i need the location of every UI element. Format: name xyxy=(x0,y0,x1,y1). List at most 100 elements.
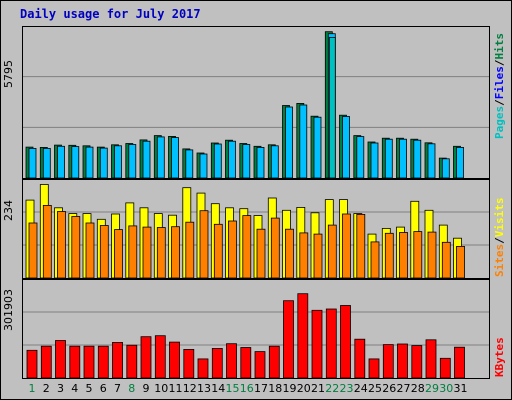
files-bar xyxy=(356,136,365,179)
sites-bar xyxy=(342,213,351,279)
x-tick-label: 14 xyxy=(211,382,226,395)
kbytes-bar xyxy=(325,308,337,379)
chart-title: Daily usage for July 2017 xyxy=(20,7,201,21)
x-tick-label: 15 xyxy=(225,382,240,395)
kbytes-bar xyxy=(197,358,209,379)
files-bar xyxy=(313,116,322,179)
x-tick-label: 31 xyxy=(453,382,468,395)
sites-bar xyxy=(57,211,66,279)
x-tick-label: 27 xyxy=(396,382,411,395)
kbytes-bar xyxy=(354,338,366,379)
sites-bar xyxy=(142,226,152,279)
kbytes-bar xyxy=(283,300,294,379)
kbytes-bar xyxy=(211,347,223,379)
x-tick-label: 4 xyxy=(71,382,79,395)
sites-bar xyxy=(399,232,408,279)
files-bar xyxy=(71,146,80,179)
kbytes-bar xyxy=(69,345,81,379)
kbytes-bar xyxy=(268,345,280,379)
x-tick-label: 13 xyxy=(197,382,211,395)
sites-bar xyxy=(242,215,252,279)
x-tick-label: 20 xyxy=(296,382,311,395)
files-bar xyxy=(114,145,122,179)
x-tick-label: 7 xyxy=(114,382,121,395)
sites-bar xyxy=(285,228,294,279)
sites-bar xyxy=(156,227,166,279)
sites-bar xyxy=(313,233,323,279)
files-bar xyxy=(156,136,165,179)
sites-bar xyxy=(71,216,81,279)
files-bar xyxy=(270,145,279,179)
kbytes-bar xyxy=(183,348,195,379)
sites-bar xyxy=(299,232,309,279)
files-bar xyxy=(413,139,422,179)
x-tick-label: 2 xyxy=(42,382,50,395)
sites-bar xyxy=(28,222,38,279)
files-bar xyxy=(199,153,208,179)
kbytes-bar xyxy=(240,347,252,379)
sites-bar xyxy=(42,204,52,279)
kbytes-bar xyxy=(425,339,437,379)
x-tick-label: 12 xyxy=(182,382,197,395)
files-bar xyxy=(384,138,393,179)
sites-bar xyxy=(356,213,366,279)
x-tick-label: 18 xyxy=(268,382,283,395)
kbytes-bar xyxy=(169,341,180,379)
kbytes-bar xyxy=(140,336,152,379)
files-bar xyxy=(213,143,222,179)
kbytes-bar xyxy=(126,344,138,379)
files-bar xyxy=(28,147,37,179)
pages-bar xyxy=(328,37,336,179)
sites-bar xyxy=(128,225,138,279)
kbytes-bar xyxy=(297,293,309,379)
kbytes-bar xyxy=(55,340,66,379)
sites-bar xyxy=(327,224,337,279)
x-tick-label: 11 xyxy=(168,382,183,395)
x-tick-label: 25 xyxy=(368,382,382,395)
sites-bar xyxy=(370,241,380,279)
files-bar xyxy=(142,140,151,179)
x-tick-label: 9 xyxy=(142,382,150,395)
x-tick-label: 1 xyxy=(28,382,36,395)
files-bar xyxy=(99,147,108,179)
files-bar xyxy=(285,106,293,179)
files-bar xyxy=(399,138,407,179)
kbytes-bar xyxy=(154,335,166,379)
sites-bar xyxy=(441,241,451,279)
files-bar xyxy=(370,142,379,179)
kbytes-bar xyxy=(397,343,408,379)
files-bar xyxy=(342,116,350,179)
files-bar xyxy=(256,146,265,179)
sites-bar xyxy=(171,226,180,279)
files-bar xyxy=(171,137,179,179)
files-bar xyxy=(299,104,308,179)
kbytes-bar xyxy=(439,357,451,379)
x-tick-label: 22 xyxy=(325,382,340,395)
x-tick-label: 30 xyxy=(439,382,454,395)
kbytes-bar xyxy=(40,345,52,379)
sites-bar xyxy=(213,223,223,279)
sites-bar xyxy=(185,221,195,279)
x-tick-label: 8 xyxy=(128,382,136,395)
files-bar xyxy=(185,149,194,179)
sites-bar xyxy=(456,245,465,279)
sites-bar xyxy=(384,232,394,279)
sites-bar xyxy=(199,210,209,279)
files-bar xyxy=(441,158,450,179)
x-tick-label: 29 xyxy=(425,382,439,395)
kbytes-bar xyxy=(454,346,465,379)
sites-bar xyxy=(114,229,123,279)
sites-bar xyxy=(256,228,266,279)
x-tick-label: 19 xyxy=(282,382,297,395)
kbytes-bar xyxy=(311,309,323,379)
files-bar xyxy=(228,140,236,179)
x-tick-label: 10 xyxy=(154,382,169,395)
sites-bar xyxy=(99,225,109,279)
x-tick-label: 28 xyxy=(410,382,425,395)
kbytes-bar xyxy=(112,341,123,379)
sites-bar xyxy=(427,231,437,279)
kbytes-bar xyxy=(226,343,237,379)
sites-bar xyxy=(85,222,95,279)
kbytes-bar xyxy=(368,358,380,379)
